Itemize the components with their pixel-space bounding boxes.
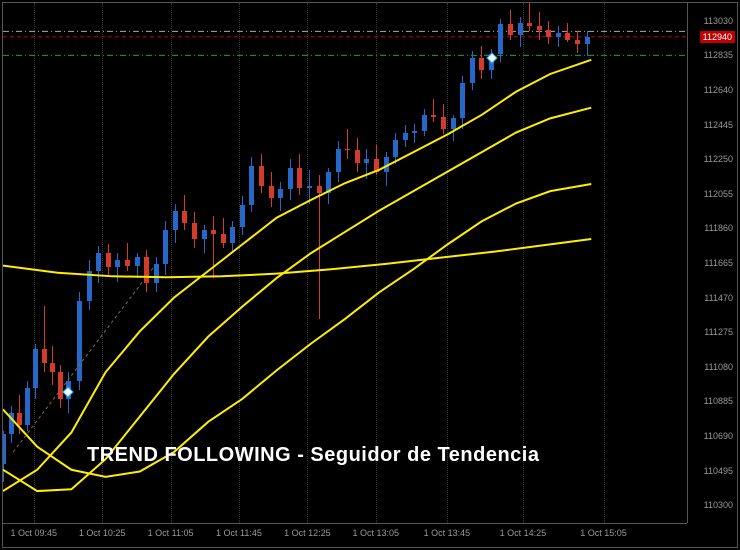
y-tick-label: 110300: [704, 500, 733, 510]
x-tick-label: 1 Oct 09:45: [11, 528, 58, 538]
y-tick-label: 111665: [704, 258, 733, 268]
y-tick-label: 111275: [704, 327, 733, 337]
y-tick-label: 111080: [704, 362, 733, 372]
x-tick-label: 1 Oct 10:25: [79, 528, 126, 538]
x-tick-label: 1 Oct 11:45: [216, 528, 262, 538]
y-tick-label: 111860: [704, 223, 733, 233]
y-tick-label: 112055: [704, 189, 733, 199]
x-tick-label: 1 Oct 13:45: [424, 528, 471, 538]
y-tick-label: 110885: [704, 396, 733, 406]
y-tick-label: 112445: [704, 120, 733, 130]
chart-container: TREND FOLLOWING - Seguidor de Tendencia …: [2, 2, 738, 548]
y-tick-label: 110495: [704, 466, 733, 476]
current-price-tag: 112940: [700, 31, 735, 43]
diamond-marker: [62, 386, 73, 397]
time-axis: 1 Oct 09:45 1 Oct 10:25 1 Oct 11:05 1 Oct 1…: [3, 523, 687, 547]
x-tick-label: 1 Oct 11:05: [148, 528, 194, 538]
y-tick-label: 112640: [704, 85, 733, 95]
y-tick-label: 112250: [704, 154, 733, 164]
candlestick-plot[interactable]: TREND FOLLOWING - Seguidor de Tendencia: [3, 3, 687, 523]
vertical-gridline: [604, 3, 605, 523]
y-tick-label: 113030: [704, 16, 733, 26]
x-tick-label: 1 Oct 12:25: [284, 528, 331, 538]
y-tick-label: 110690: [704, 431, 733, 441]
overlay-title: TREND FOLLOWING - Seguidor de Tendencia: [87, 444, 539, 467]
y-tick-label: 111470: [704, 293, 733, 303]
x-tick-label: 1 Oct 14:25: [500, 528, 547, 538]
vertical-gridline: [34, 3, 35, 523]
x-tick-label: 1 Oct 15:05: [580, 528, 627, 538]
y-tick-label: 112835: [704, 50, 733, 60]
x-tick-label: 1 Oct 13:05: [353, 528, 400, 538]
price-axis: 113030 112835 112640 112445 112250 112055 1118…: [687, 3, 737, 523]
